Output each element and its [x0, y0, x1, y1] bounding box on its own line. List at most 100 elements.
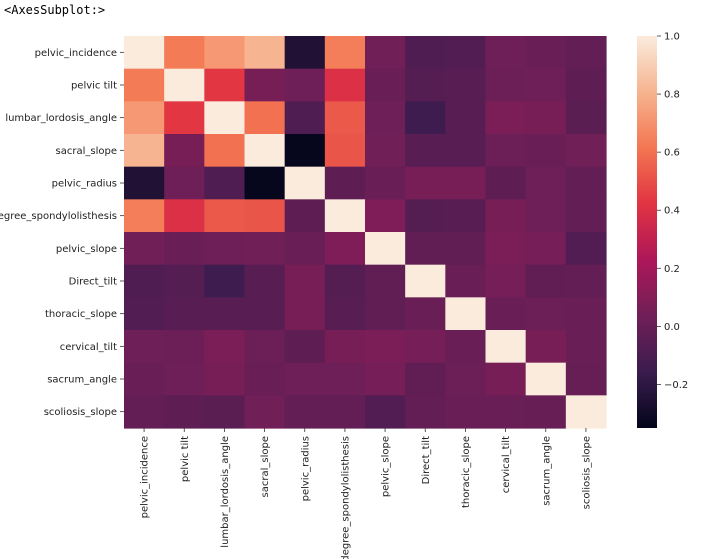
heatmap-cell: [565, 68, 607, 102]
heatmap-cell: [485, 264, 527, 298]
heatmap-cell: [284, 264, 326, 298]
x-tick-label: pelvic tilt: [180, 436, 191, 482]
heatmap-cell: [365, 199, 406, 233]
y-tick-label: cervical_tilt: [60, 342, 117, 353]
heatmap-cell: [284, 101, 326, 135]
x-tick-label: pelvic_slope: [381, 436, 392, 497]
y-tick-label: scoliosis_slope: [44, 407, 117, 418]
heatmap-cell: [124, 101, 165, 135]
heatmap-cell: [124, 68, 165, 102]
heatmap-cell: [124, 166, 165, 200]
y-tick-label: lumbar_lordosis_angle: [5, 113, 117, 124]
heatmap-cell: [164, 101, 205, 135]
y-tick-label: pelvic_slope: [56, 244, 117, 255]
heatmap-cell: [365, 36, 406, 70]
heatmap-cell: [244, 264, 286, 298]
output-repr-text: <AxesSubplot:>: [4, 3, 106, 17]
heatmap-cell: [164, 36, 205, 70]
heatmap-cell: [324, 68, 366, 102]
y-tick-label: Direct_tilt: [69, 277, 117, 288]
heatmap-cell: [124, 134, 165, 168]
heatmap-cell: [525, 395, 567, 429]
x-axis-labels: pelvic_incidence pelvic tilt lumbar_lordos…: [140, 428, 592, 559]
heatmap-cell: [204, 395, 246, 429]
x-tick-label: cervical_tilt: [501, 436, 512, 493]
heatmap-cell: [204, 134, 246, 168]
heatmap-cell: [164, 232, 205, 266]
heatmap-cell: [525, 166, 567, 200]
heatmap-cell: [405, 362, 446, 396]
heatmap-cell: [525, 68, 567, 102]
heatmap-cell: [565, 297, 607, 331]
heatmap-cell: [565, 395, 607, 429]
heatmap-cell: [445, 297, 487, 331]
heatmap-cell: [565, 199, 607, 233]
heatmap-cell: [284, 395, 326, 429]
heatmap-cell: [565, 232, 607, 266]
heatmap-cell: [164, 68, 205, 102]
colorbar-tick-label: 1.0: [664, 32, 680, 43]
heatmap-cell: [164, 166, 205, 200]
heatmap-cell: [405, 166, 446, 200]
heatmap-cell: [565, 134, 607, 168]
heatmap-cell: [485, 199, 527, 233]
heatmap-cell: [525, 297, 567, 331]
heatmap-cell: [365, 232, 406, 266]
heatmap-cell: [445, 264, 487, 298]
heatmap-cell: [244, 68, 286, 102]
heatmap-cell: [164, 199, 205, 233]
x-tick-label: pelvic_incidence: [140, 436, 151, 518]
heatmap-cell: [485, 36, 527, 70]
y-tick-label: degree_spondylolisthesis: [0, 211, 117, 222]
heatmap-cell: [365, 134, 406, 168]
heatmap-cell: [365, 395, 406, 429]
heatmap-cell: [405, 264, 446, 298]
heatmap-cell: [124, 297, 165, 331]
heatmap-cell: [405, 36, 446, 70]
colorbar-tick-label: −0.2: [664, 380, 688, 391]
heatmap-cell: [324, 134, 366, 168]
heatmap-cell: [445, 199, 487, 233]
heatmap-cell: [204, 264, 246, 298]
heatmap-cell: [445, 232, 487, 266]
y-tick-label: pelvic_incidence: [35, 48, 117, 59]
heatmap-cell: [284, 362, 326, 396]
heatmap-cell: [485, 101, 527, 135]
heatmap-cell: [124, 36, 165, 70]
heatmap-cell: [244, 101, 286, 135]
heatmap-cell: [204, 68, 246, 102]
heatmap-cell: [324, 395, 366, 429]
heatmap-cell: [204, 232, 246, 266]
heatmap-cell: [445, 68, 487, 102]
heatmap-cell: [284, 134, 326, 168]
colorbar-tick-label: 0.2: [664, 264, 680, 275]
heatmap-cell: [405, 199, 446, 233]
heatmap-cell: [565, 101, 607, 135]
heatmap-cell: [284, 199, 326, 233]
heatmap-cell: [485, 232, 527, 266]
heatmap-cell: [445, 36, 487, 70]
heatmap-cell: [525, 264, 567, 298]
heatmap-cell: [204, 199, 246, 233]
heatmap-cell: [244, 232, 286, 266]
heatmap-cell: [244, 330, 286, 364]
heatmap-cell: [244, 166, 286, 200]
x-tick-label: Direct_tilt: [421, 436, 432, 484]
heatmap-cell: [244, 395, 286, 429]
heatmap-cell: [525, 330, 567, 364]
heatmap-cell: [445, 101, 487, 135]
heatmap-cell: [485, 166, 527, 200]
heatmap-cell: [204, 297, 246, 331]
heatmap-cell: [365, 68, 406, 102]
heatmap-cell: [365, 264, 406, 298]
heatmap-cell: [244, 362, 286, 396]
heatmap-cell: [445, 395, 487, 429]
heatmap-cell: [244, 297, 286, 331]
heatmap-cell: [485, 330, 527, 364]
heatmap-cell: [485, 297, 527, 331]
heatmap-cell: [525, 232, 567, 266]
heatmap-cell: [565, 36, 607, 70]
heatmap-cell: [485, 134, 527, 168]
heatmap-cells: [124, 36, 607, 429]
